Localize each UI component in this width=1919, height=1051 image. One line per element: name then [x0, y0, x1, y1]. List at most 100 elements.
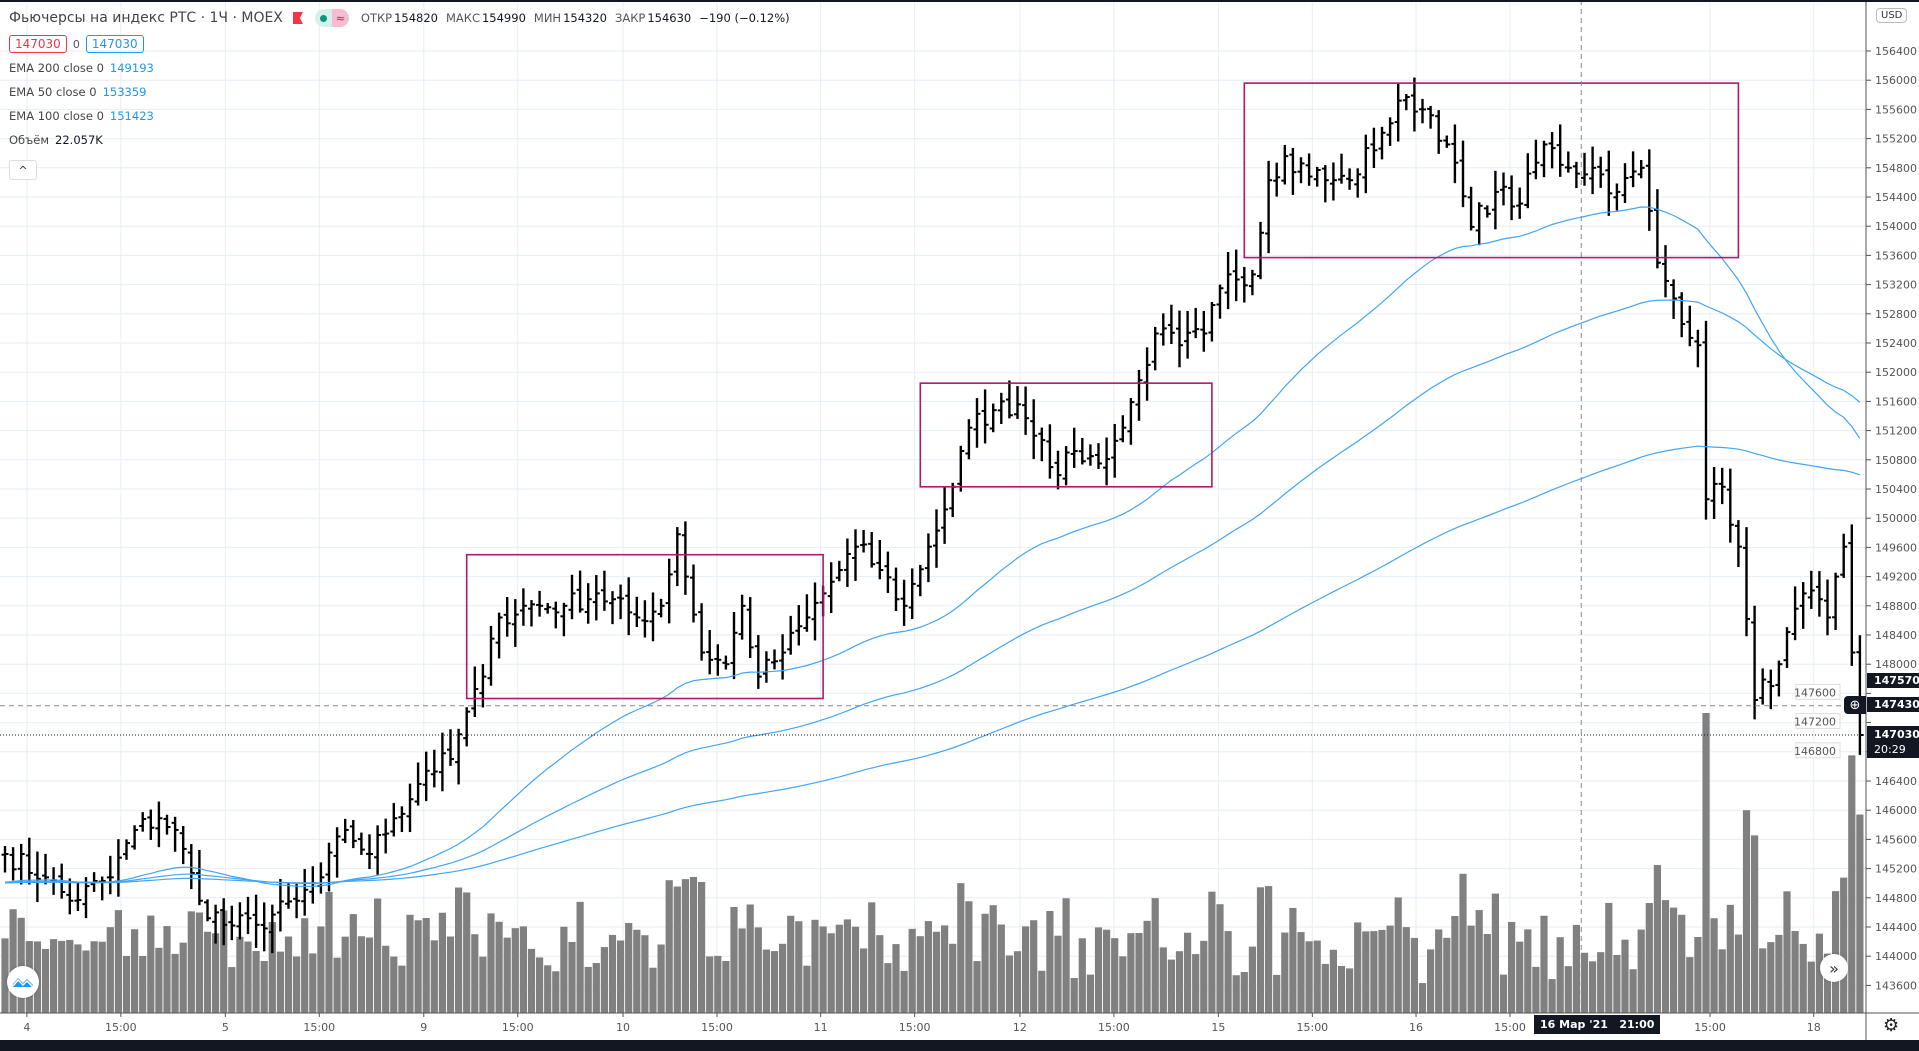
- ohlc-bar: [1313, 166, 1321, 187]
- price-axis-label: 146000: [1875, 804, 1917, 817]
- symbol-title[interactable]: Фьючерсы на индекс РТС · 1Ч · MOEX: [9, 10, 283, 26]
- volume-bar: [1054, 935, 1062, 1013]
- ohlc-bar: [33, 851, 41, 903]
- market-open-icon: [314, 9, 332, 27]
- ohlc-bar: [1321, 165, 1329, 203]
- ohlc-bar: [1605, 150, 1613, 216]
- ohlc-bar: [503, 596, 511, 637]
- volume-bar: [325, 891, 333, 1013]
- volume-bar: [1410, 937, 1418, 1013]
- ohlc-bar: [1167, 304, 1175, 345]
- volume-bar: [1208, 891, 1216, 1013]
- volume-bar: [50, 939, 58, 1013]
- ohlc-bar: [1548, 132, 1556, 169]
- ohlc-bar: [9, 847, 17, 881]
- ohlc-bar: [82, 877, 90, 919]
- scroll-to-realtime-button[interactable]: »: [1820, 954, 1848, 982]
- ohlc-bar: [1799, 582, 1807, 629]
- ohlc-bar: [276, 879, 284, 932]
- ohlc-bar: [1435, 110, 1443, 154]
- currency-button[interactable]: USD: [1876, 8, 1908, 23]
- volume-bar: [1224, 931, 1232, 1013]
- volume-bar: [398, 965, 406, 1013]
- volume-bar: [868, 902, 876, 1013]
- sell-button[interactable]: 147030: [9, 35, 67, 53]
- volume-bar: [341, 936, 349, 1013]
- volume-bar: [438, 912, 446, 1013]
- volume-bar: [576, 901, 584, 1013]
- high-label: МАКС: [446, 11, 480, 25]
- volume-bar: [617, 940, 625, 1013]
- ema-200-line: [4, 445, 1861, 884]
- flag-icon[interactable]: [292, 12, 303, 24]
- price-axis-label: 145600: [1875, 833, 1917, 846]
- ohlc-bar: [1402, 94, 1410, 111]
- ohlc-bar: [1540, 140, 1548, 178]
- ohlc-bar: [163, 814, 171, 835]
- collapse-legend-button[interactable]: ^: [9, 160, 37, 180]
- ohlc-bar: [1297, 157, 1305, 184]
- ohlc-bar: [1702, 320, 1710, 520]
- volume-bar: [811, 919, 819, 1013]
- ohlc-bar: [1581, 152, 1588, 186]
- volume-bar: [1305, 941, 1313, 1013]
- volume-bar: [260, 961, 268, 1013]
- ohlc-bar: [1508, 175, 1516, 221]
- volume-bar: [74, 944, 82, 1013]
- volume-bar: [1127, 933, 1135, 1013]
- price-axis-label: 153600: [1875, 249, 1917, 262]
- ohlc-bar: [1208, 302, 1216, 342]
- volume-bar: [1427, 949, 1435, 1013]
- volume-bar: [284, 936, 293, 1013]
- time-axis-label: 15:00: [1296, 1021, 1328, 1034]
- add-alert-plus-icon[interactable]: ⊕: [1844, 696, 1866, 714]
- ohlc-bar: [1451, 124, 1459, 184]
- price-axis-label: 149600: [1875, 541, 1917, 554]
- price-axis-label: 151200: [1875, 425, 1917, 438]
- volume-bar: [1791, 931, 1799, 1013]
- volume-bar: [1459, 873, 1467, 1013]
- ohlc-bar: [641, 600, 649, 638]
- volume-bar: [17, 917, 25, 1013]
- market-status-pill[interactable]: ≈: [314, 9, 349, 27]
- buy-button[interactable]: 147030: [85, 35, 144, 53]
- ohlc-bar: [827, 562, 835, 614]
- settings-gear-icon[interactable]: ⚙: [1883, 1015, 1900, 1036]
- ohlc-bar: [1459, 140, 1467, 208]
- ohlc-bar: [171, 816, 179, 852]
- volume-bar: [738, 928, 746, 1013]
- indicator-ema200[interactable]: EMA 200 close 0 149193: [9, 58, 798, 78]
- time-axis-label: 4: [23, 1021, 30, 1034]
- volume-bar: [9, 909, 17, 1013]
- ohlc-bar: [973, 398, 981, 448]
- volume-bar: [770, 951, 779, 1013]
- indicator-volume[interactable]: Объём 22.057K: [9, 130, 798, 150]
- ohlc-bar: [1807, 570, 1815, 609]
- ohlc-bar: [1135, 369, 1143, 421]
- tradingview-logo-icon[interactable]: [7, 966, 39, 998]
- ohlc-bar: [1686, 305, 1694, 347]
- volume-series: [1, 713, 1864, 1013]
- indicator-value: 22.057K: [55, 133, 103, 147]
- volume-bar: [681, 879, 689, 1013]
- indicator-ema100[interactable]: EMA 100 close 0 151423: [9, 106, 798, 126]
- ohlc-bar: [600, 570, 608, 611]
- double-chevron-right-icon: »: [1829, 958, 1839, 978]
- volume-bar: [365, 937, 374, 1013]
- ohlc-bar: [617, 584, 625, 620]
- volume-bar: [665, 880, 673, 1013]
- time-axis-label: 16: [1409, 1021, 1423, 1034]
- ohlc-bar: [544, 602, 552, 614]
- low-value: 154320: [563, 11, 607, 25]
- volume-bar: [333, 957, 341, 1013]
- volume-bar: [406, 914, 414, 1013]
- top-border: [0, 0, 1919, 2]
- indicator-ema50[interactable]: EMA 50 close 0 153359: [9, 82, 798, 102]
- ohlc-bar: [98, 876, 106, 901]
- ohlc-bar: [965, 419, 973, 460]
- volume-bar: [1621, 939, 1629, 1013]
- volume-bar: [1119, 956, 1127, 1013]
- volume-bar: [1281, 932, 1289, 1013]
- volume-bar: [487, 913, 495, 1013]
